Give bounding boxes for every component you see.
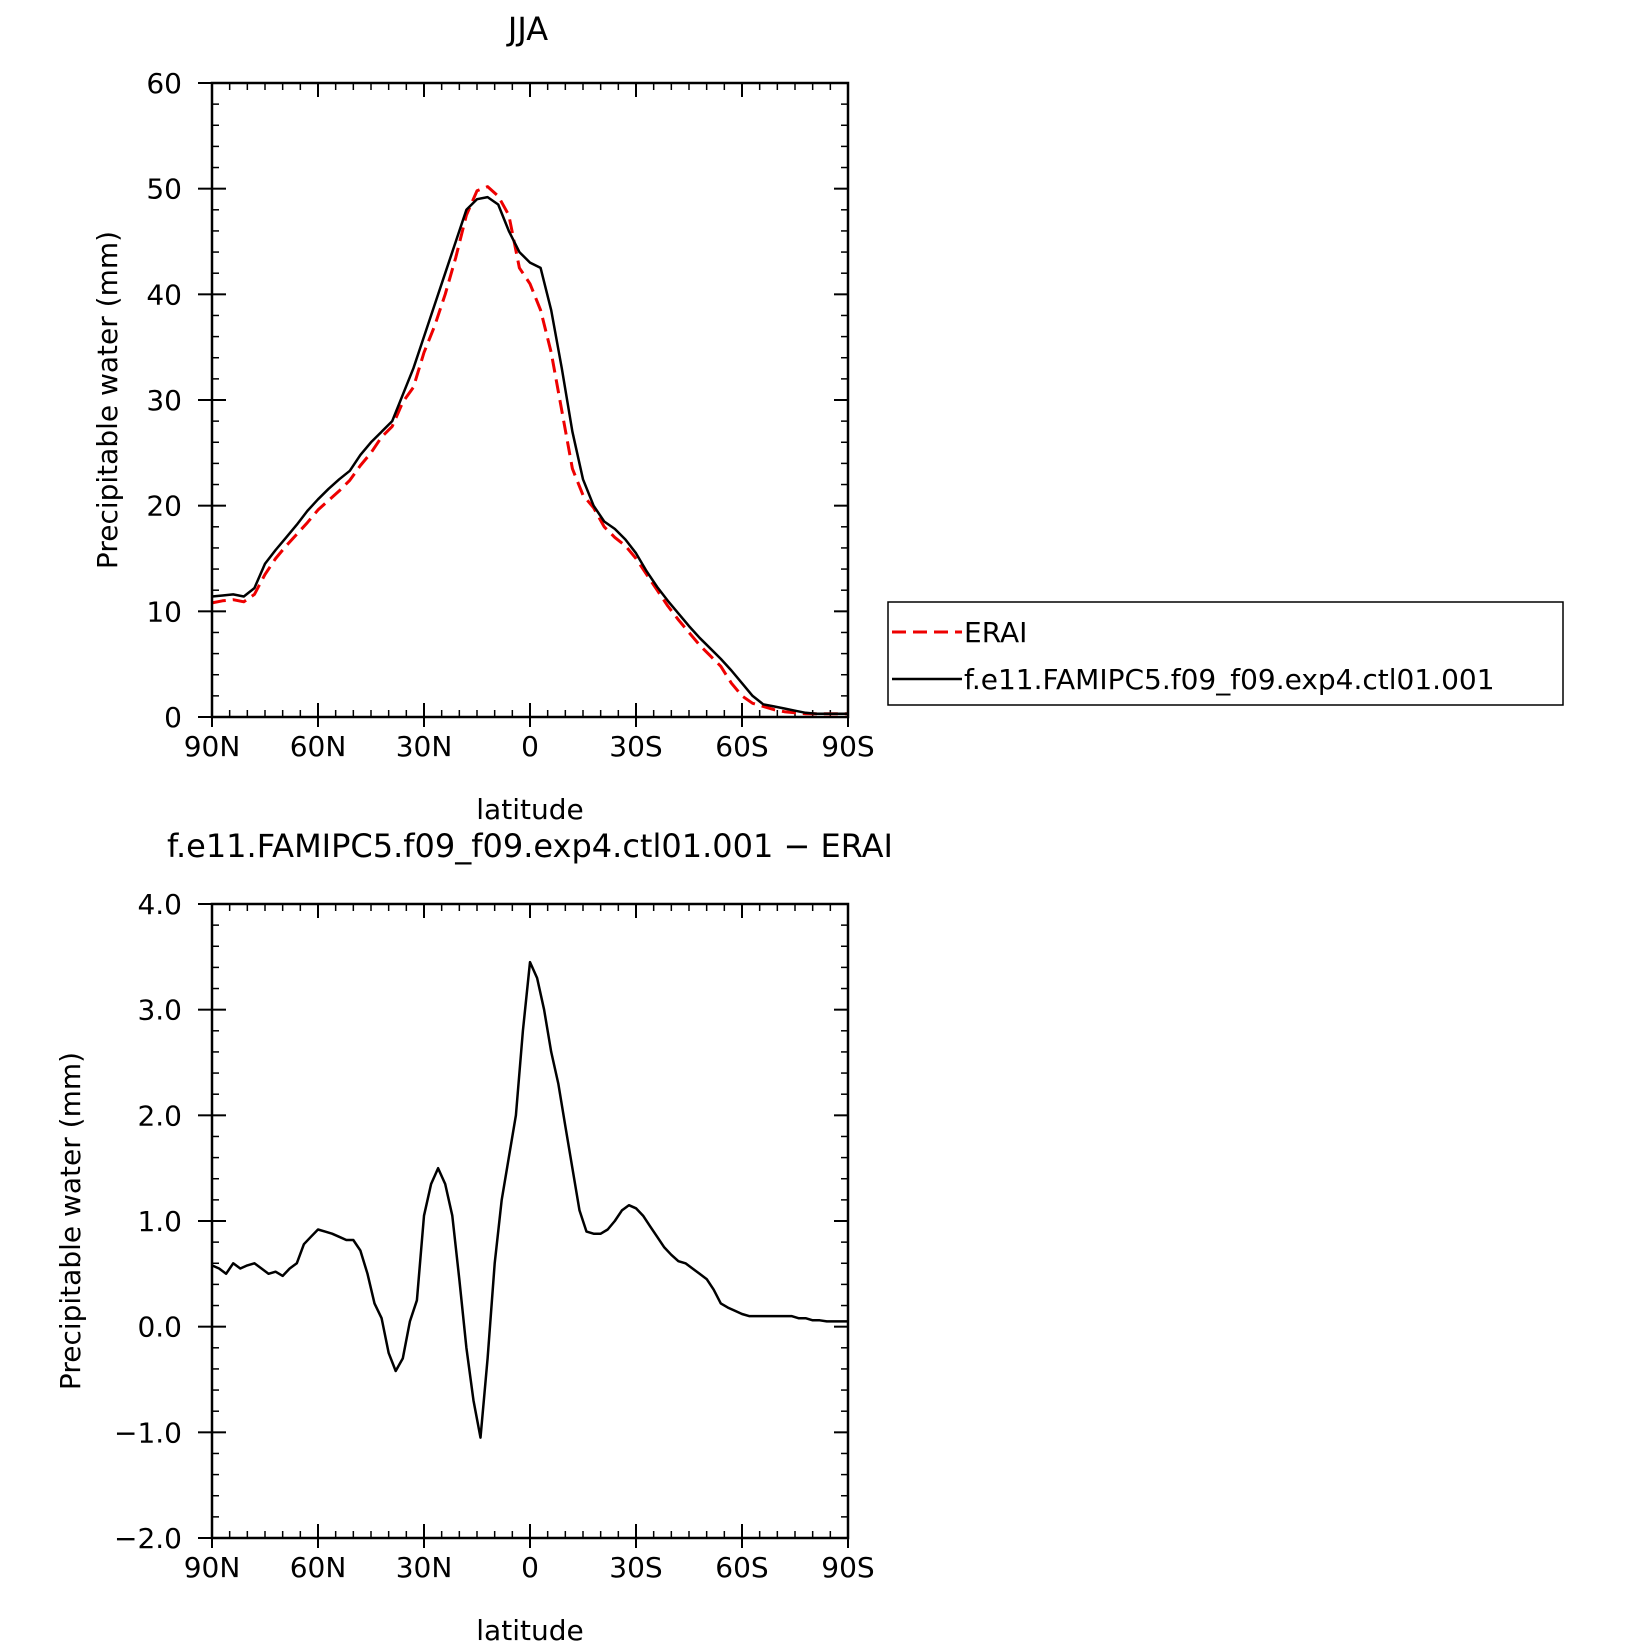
bottom-y-tick-labels: 4.0 3.0 2.0 1.0 0.0 −1.0 −2.0 bbox=[114, 888, 182, 1555]
top-x-tick-label: 0 bbox=[521, 730, 539, 763]
bottom-y-tick-label: 3.0 bbox=[137, 994, 182, 1027]
bottom-x-axis-label: latitude bbox=[476, 1614, 583, 1647]
top-series-line-0 bbox=[211, 185, 848, 716]
bottom-x-tick-labels: 90N 60N 30N 0 30S 60S 90S bbox=[184, 1551, 875, 1584]
bottom-series-line-0 bbox=[211, 960, 848, 1439]
top-x-tick-label: 60S bbox=[715, 730, 768, 763]
bottom-y-tick-label: −1.0 bbox=[114, 1416, 182, 1449]
top-y-tick-label: 30 bbox=[146, 384, 182, 417]
bottom-y-tick-label: −2.0 bbox=[114, 1522, 182, 1555]
bottom-x-tick-label: 90S bbox=[821, 1551, 874, 1584]
bottom-x-tick-label: 0 bbox=[521, 1551, 539, 1584]
top-y-tick-labels: 0 10 20 30 40 50 60 bbox=[146, 67, 182, 734]
top-x-tick-label: 60N bbox=[290, 730, 347, 763]
top-series-line-1 bbox=[211, 195, 848, 716]
bottom-y-tick-label: 1.0 bbox=[137, 1205, 182, 1238]
bottom-x-tick-label: 30N bbox=[396, 1551, 453, 1584]
top-x-tick-label: 90S bbox=[821, 730, 874, 763]
top-x-tick-labels: 90N 60N 30N 0 30S 60S 90S bbox=[184, 730, 875, 763]
bottom-chart-panel: f.e11.FAMIPC5.f09_f09.exp4.ctl01.001 − E… bbox=[54, 827, 893, 1647]
legend-label-model: f.e11.FAMIPC5.f09_f09.exp4.ctl01.001 bbox=[964, 663, 1495, 696]
top-y-axis-label: Precipitable water (mm) bbox=[91, 231, 124, 569]
bottom-plot-frame bbox=[210, 902, 850, 1540]
legend-box bbox=[887, 601, 1564, 706]
top-x-axis-label: latitude bbox=[476, 793, 583, 826]
bottom-y-tick-label: 4.0 bbox=[137, 888, 182, 921]
top-chart-panel: JJA 90N 60N 30N 0 30S 60S 90S 0 10 20 30 40 50 60 la… bbox=[91, 10, 1564, 826]
top-y-tick-label: 20 bbox=[146, 490, 182, 523]
top-axis-ticks bbox=[198, 82, 849, 727]
top-plot-frame bbox=[210, 81, 850, 719]
bottom-x-tick-label: 90N bbox=[184, 1551, 241, 1584]
bottom-y-tick-label: 2.0 bbox=[137, 1099, 182, 1132]
bottom-chart-title: f.e11.FAMIPC5.f09_f09.exp4.ctl01.001 − E… bbox=[167, 827, 893, 865]
top-y-tick-label: 40 bbox=[146, 278, 182, 311]
bottom-y-axis-label: Precipitable water (mm) bbox=[54, 1052, 87, 1390]
top-x-tick-label: 30N bbox=[396, 730, 453, 763]
bottom-series-lines bbox=[211, 960, 848, 1439]
legend: ERAI f.e11.FAMIPC5.f09_f09.exp4.ctl01.00… bbox=[887, 601, 1564, 706]
bottom-axis-ticks bbox=[198, 903, 849, 1548]
bottom-x-tick-label: 60N bbox=[290, 1551, 347, 1584]
legend-label-erai: ERAI bbox=[964, 616, 1027, 649]
bottom-x-tick-label: 60S bbox=[715, 1551, 768, 1584]
top-x-tick-label: 90N bbox=[184, 730, 241, 763]
bottom-y-tick-label: 0.0 bbox=[137, 1311, 182, 1344]
top-y-tick-label: 0 bbox=[164, 701, 182, 734]
bottom-x-tick-label: 30S bbox=[609, 1551, 662, 1584]
top-y-tick-label: 50 bbox=[146, 173, 182, 206]
top-series-lines bbox=[211, 185, 848, 716]
top-y-tick-label: 60 bbox=[146, 67, 182, 100]
top-chart-title: JJA bbox=[506, 10, 548, 48]
top-x-tick-label: 30S bbox=[609, 730, 662, 763]
top-y-tick-label: 10 bbox=[146, 595, 182, 628]
